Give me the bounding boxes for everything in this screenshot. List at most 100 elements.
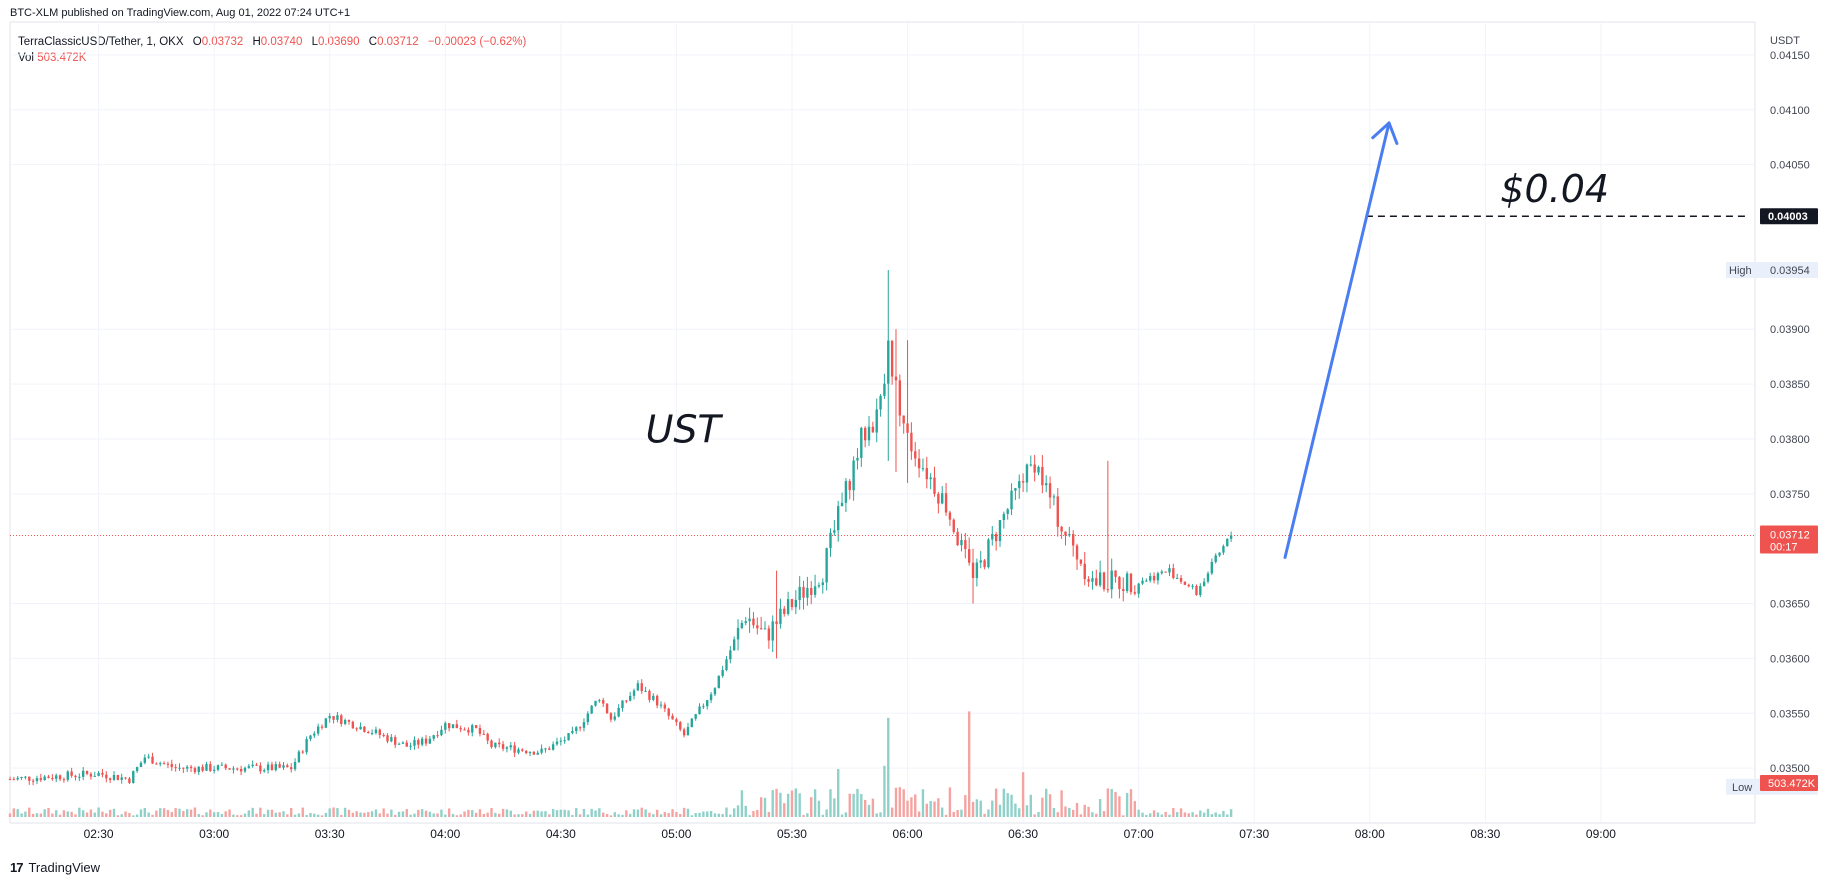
candle-body [1091,578,1094,582]
volume-bar [162,808,166,817]
currency-label: USDT [1770,35,1800,47]
volume-bar [625,810,628,817]
open-value: 0.03732 [201,36,244,48]
candle-body [478,727,482,734]
candle-body [521,749,524,751]
candle-body [1002,513,1006,521]
x-tick-label: 05:30 [777,827,807,841]
volume-bar [821,814,824,817]
candle-body [471,725,474,733]
candle-body [910,432,913,452]
candle-body [983,560,986,568]
volume-bar [1060,790,1063,817]
ust-annotation: UST [646,407,724,451]
volume-bar [640,807,643,817]
volume-bar [860,794,863,817]
candle-body [929,477,932,480]
candle-body [451,724,455,729]
candle-body [852,460,855,491]
candle-body [1172,568,1175,578]
volume-bar [224,811,227,817]
candle-body [563,740,566,742]
volume-bar [1183,812,1187,817]
volume-bar [717,813,720,817]
volume-bar [47,807,50,817]
candle-body [247,766,251,768]
candle-body [1222,546,1225,553]
volume-bar [347,809,351,817]
candle-body [713,688,717,695]
high-label: High [1729,265,1752,277]
candle-body [925,468,928,480]
candle-body [921,468,925,470]
volume-bar [1129,789,1133,817]
high-value: 0.03954 [1770,265,1810,277]
volume-bar [829,789,832,817]
volume-bar [24,811,27,817]
target-annotation: $0.04 [1500,167,1609,211]
candle-body [424,738,428,744]
candle-body [575,727,578,732]
candle-body [744,621,747,623]
volume-bar [1021,772,1025,817]
volume-bar [1045,788,1048,817]
candle-body [775,621,778,625]
volume-bar [1068,807,1071,817]
candle-body [39,778,43,781]
volume-bar [151,814,154,817]
candle-body [902,415,905,424]
volume-bar [960,809,963,817]
candle-body [382,734,385,736]
candle-body [875,409,878,433]
volume-bar [598,808,601,817]
candle-body [132,771,135,783]
x-tick-label: 07:00 [1124,827,1154,841]
volume-bar [220,814,224,817]
volume-bar [706,811,709,817]
candle-body [991,533,994,540]
candle-body [62,779,66,781]
candle-body [251,764,254,767]
symbol-name[interactable]: TerraClassicUSD/Tether, 1, OKX [18,36,184,48]
volume-bar [1014,803,1017,817]
candle-body [374,729,378,734]
candle-body [105,774,108,779]
candle-body [290,767,293,770]
volume-bar [232,814,235,817]
candle-body [297,751,301,762]
candle-body [474,725,478,728]
candle-body [898,380,902,416]
volume-bar [1226,814,1229,817]
candle-body [837,506,840,531]
candle-body [671,715,674,720]
volume-bar [297,813,301,817]
candle-body [1114,570,1117,577]
volume-bar [991,800,994,817]
candle-body [956,531,959,546]
candle-body [220,764,224,766]
volume-bar [1222,810,1225,817]
candle-body [170,763,173,768]
candle-body [706,700,709,707]
candle-body [378,729,381,735]
price-chart[interactable]: 0.0371200:170.04003$0.04High0.03954Low0.… [0,0,1834,862]
volume-bar [201,815,204,817]
volume-bar [555,810,559,817]
candle-body [355,728,358,730]
volume-bar [971,801,975,817]
volume-bar [486,812,489,817]
volume-bar [290,808,293,817]
candle-body [790,599,794,608]
candle-body [293,761,297,770]
volume-bar [501,808,505,817]
y-tick-label: 0.04050 [1770,160,1810,172]
low-value: 0.03690 [317,36,360,48]
volume-bar [1052,807,1056,817]
candle-body [702,706,705,708]
tradingview-footer[interactable]: 17 TradingView [10,860,100,875]
y-tick-label: 0.03600 [1770,653,1810,665]
candle-body [937,493,940,504]
candle-body [193,768,197,773]
candle-body [1187,584,1190,587]
volume-bar [802,814,805,817]
